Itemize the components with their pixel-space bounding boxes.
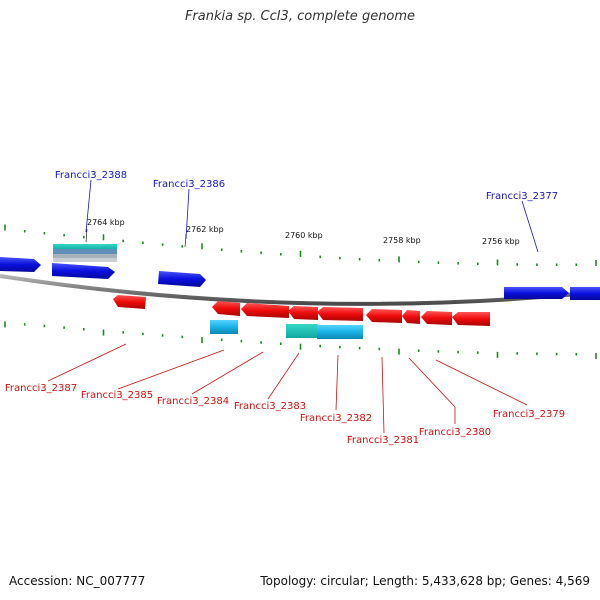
scale-label: 2762 kbp (186, 225, 224, 234)
gene-arrow-forward[interactable] (52, 263, 115, 279)
rna-gene[interactable] (210, 320, 238, 334)
gene-label-reverse[interactable]: Francci3_2385 (81, 390, 153, 401)
rna-gene-band[interactable] (53, 244, 117, 250)
rna-gene-band[interactable] (53, 258, 117, 262)
gene-arrow-forward[interactable] (0, 257, 41, 272)
label-leader-line (435, 359, 528, 406)
forward-genes (0, 244, 600, 300)
label-leader-line (335, 354, 339, 411)
label-leader-line (521, 200, 539, 253)
gene-arrow-forward[interactable] (570, 287, 600, 300)
reverse-gene-labels: Francci3_2387 Francci3_2385 Francci3_238… (5, 343, 565, 446)
gene-label-forward[interactable]: Francci3_2377 (486, 191, 558, 202)
gene-arrow-reverse[interactable] (366, 309, 402, 323)
gene-arrow-reverse[interactable] (241, 303, 289, 318)
label-leader-line (47, 343, 127, 382)
scale-labels: 2764 kbp 2762 kbp 2760 kbp 2758 kbp 2756… (85, 218, 520, 248)
gene-arrow-reverse[interactable] (212, 301, 240, 316)
outer-tick-row (4, 224, 597, 266)
label-leader-line (185, 188, 190, 240)
gene-arrow-reverse[interactable] (113, 295, 146, 309)
gene-label-reverse[interactable]: Francci3_2380 (419, 427, 491, 438)
gene-arrow-forward[interactable] (158, 271, 206, 287)
gene-arrow-reverse[interactable] (288, 306, 318, 320)
rna-gene[interactable] (286, 324, 318, 338)
gene-arrow-reverse[interactable] (402, 310, 420, 324)
gene-label-reverse[interactable]: Francci3_2382 (300, 413, 372, 424)
scale-label: 2764 kbp (87, 218, 125, 227)
scale-marker (85, 228, 88, 243)
gene-label-reverse[interactable]: Francci3_2381 (347, 435, 419, 446)
rna-gene-band[interactable] (53, 254, 117, 259)
map-title: Frankia sp. CcI3, complete genome (184, 9, 416, 24)
rna-gene-band[interactable] (53, 249, 117, 254)
gene-label-reverse[interactable]: Francci3_2384 (157, 396, 229, 407)
gene-label-forward[interactable]: Francci3_2386 (153, 179, 225, 190)
gene-arrow-reverse[interactable] (317, 307, 363, 321)
label-leader-line (381, 356, 385, 434)
label-leader-line (85, 179, 92, 233)
gene-label-forward[interactable]: Francci3_2388 (55, 170, 127, 181)
label-leader-line (408, 357, 456, 408)
label-leader-line (267, 352, 300, 400)
forward-gene-labels: Francci3_2388 Francci3_2386 Francci3_237… (55, 170, 558, 253)
label-leader-line (191, 351, 264, 395)
gene-arrow-reverse[interactable] (421, 311, 452, 325)
scale-label: 2756 kbp (482, 237, 520, 246)
gene-arrow-forward[interactable] (504, 287, 569, 299)
reverse-genes (113, 295, 490, 339)
gene-arrow-reverse[interactable] (452, 312, 490, 326)
genome-summary: Topology: circular; Length: 5,433,628 bp… (260, 574, 590, 588)
gene-label-reverse[interactable]: Francci3_2387 (5, 383, 77, 394)
gene-label-reverse[interactable]: Francci3_2379 (493, 409, 565, 420)
accession-text: Accession: NC_007777 (9, 574, 146, 588)
scale-label: 2758 kbp (383, 236, 421, 245)
inner-tick-row (4, 321, 597, 359)
scale-label: 2760 kbp (285, 231, 323, 240)
rna-gene[interactable] (317, 325, 363, 339)
label-leader-line (117, 349, 225, 390)
gene-label-reverse[interactable]: Francci3_2383 (234, 401, 306, 412)
